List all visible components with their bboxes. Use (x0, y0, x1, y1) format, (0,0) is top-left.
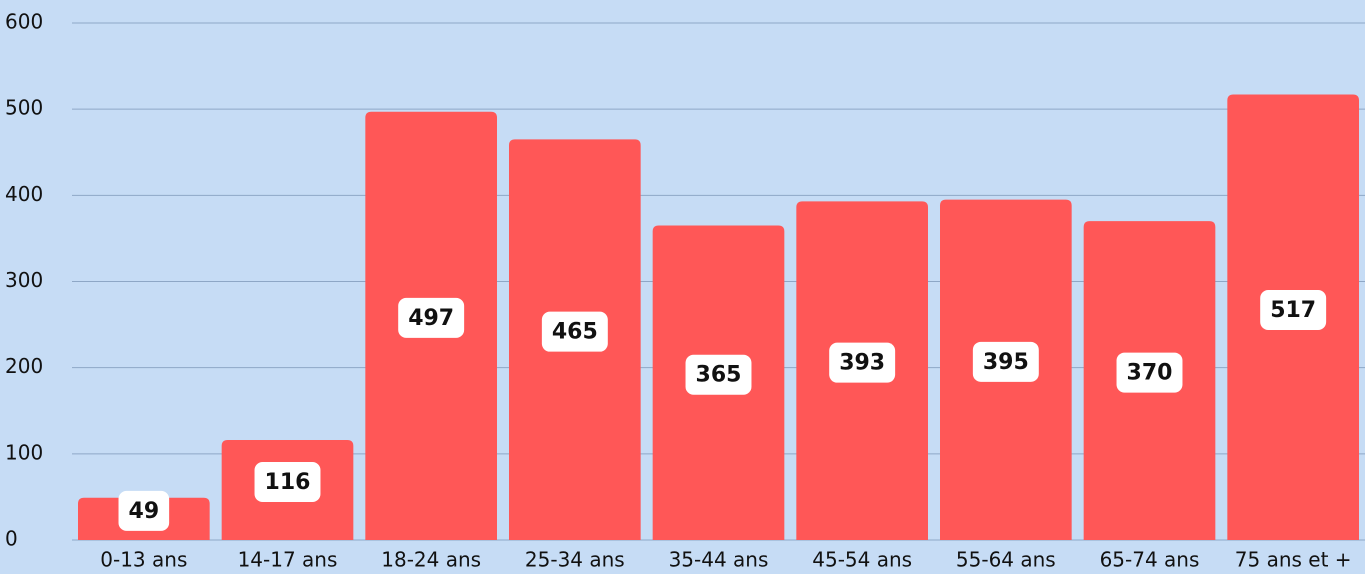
y-tick-label: 600 (5, 10, 43, 34)
x-tick-label: 14-17 ans (238, 548, 338, 572)
y-tick-label: 100 (5, 440, 43, 464)
value-label-box (829, 342, 896, 383)
value-label: 116 (265, 470, 311, 495)
value-label: 49 (129, 499, 160, 524)
value-label: 517 (1270, 298, 1316, 323)
value-label-box (254, 462, 321, 503)
x-tick-label: 75 ans et + (1235, 548, 1352, 572)
value-label-box (541, 311, 608, 352)
x-tick-label: 25-34 ans (525, 548, 625, 572)
value-label-box (118, 490, 170, 531)
x-tick-label: 35-44 ans (669, 548, 769, 572)
x-tick-label: 0-13 ans (100, 548, 187, 572)
value-label: 365 (696, 363, 742, 388)
y-tick-label: 0 (5, 527, 18, 551)
value-label: 370 (1127, 361, 1173, 386)
value-label-box (972, 341, 1039, 382)
value-label-box (685, 354, 752, 395)
value-label: 393 (839, 351, 885, 376)
value-label: 395 (983, 350, 1029, 375)
value-label-box (1116, 352, 1183, 393)
value-label: 497 (408, 306, 454, 331)
value-label-box (1260, 290, 1327, 330)
x-tick-label: 55-64 ans (956, 548, 1056, 572)
y-tick-label: 300 (5, 268, 43, 292)
x-tick-label: 65-74 ans (1100, 548, 1200, 572)
x-tick-label: 18-24 ans (381, 548, 481, 572)
y-tick-label: 400 (5, 182, 43, 206)
x-tick-label: 45-54 ans (812, 548, 912, 572)
y-tick-label: 200 (5, 354, 43, 378)
y-tick-label: 500 (5, 96, 43, 120)
value-label: 465 (552, 320, 598, 345)
value-label-box (398, 297, 465, 338)
